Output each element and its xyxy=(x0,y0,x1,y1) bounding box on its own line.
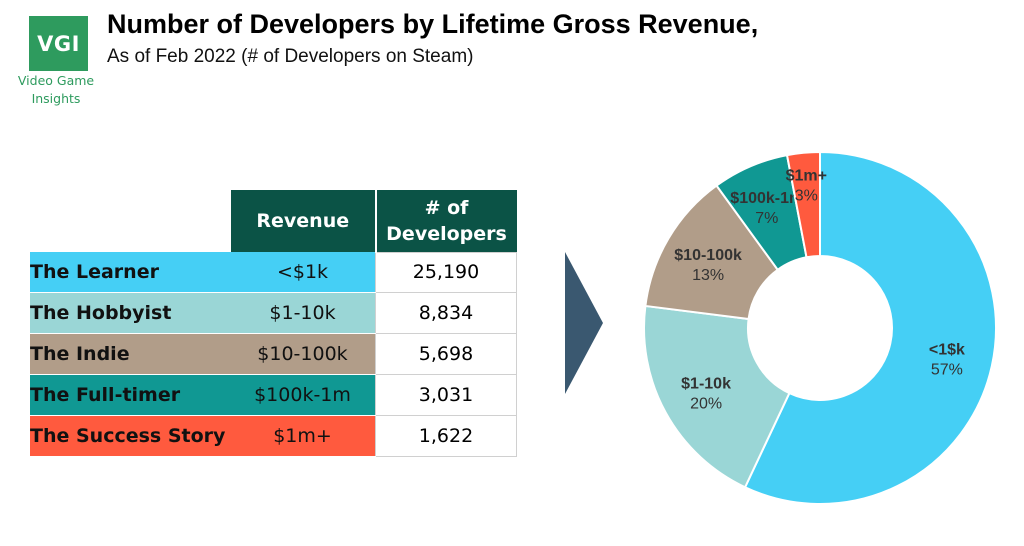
header-empty-cell xyxy=(30,190,230,252)
slice-percent: 3% xyxy=(795,188,818,205)
header-developers-line1: # of xyxy=(424,196,469,219)
table-row: The Hobbyist $1-10k 8,834 xyxy=(30,292,517,334)
header-developers-line2: Developers xyxy=(386,222,507,245)
donut-slice xyxy=(643,304,791,489)
table-row: The Success Story $1m+ 1,622 xyxy=(30,415,517,457)
developer-count: 8,834 xyxy=(375,292,517,334)
developer-count: 3,031 xyxy=(375,374,517,416)
logo-mark: VGI xyxy=(37,31,80,56)
table-row: The Indie $10-100k 5,698 xyxy=(30,333,517,375)
chart-title: Number of Developers by Lifetime Gross R… xyxy=(107,9,759,39)
persona-name: The Success Story xyxy=(30,415,230,457)
revenue-range: $1m+ xyxy=(230,415,376,457)
logo-name-line2: Insights xyxy=(31,91,81,106)
chart-subtitle: As of Feb 2022 (# of Developers on Steam… xyxy=(107,46,474,67)
revenue-range: $10-100k xyxy=(230,333,376,375)
table-row: The Full-timer $100k-1m 3,031 xyxy=(30,374,517,416)
donut-slice xyxy=(743,150,997,505)
chevron-right-icon xyxy=(565,252,603,394)
vgi-logo: VGI xyxy=(29,16,88,71)
revenue-range: $100k-1m xyxy=(230,374,376,416)
table-header-row: Revenue # of Developers xyxy=(30,190,517,252)
slice-label: $10-100k xyxy=(674,247,742,264)
header-revenue: Revenue xyxy=(229,190,376,252)
slice-percent: 13% xyxy=(692,267,724,284)
header-revenue-label: Revenue xyxy=(256,210,350,232)
header-developers: # of Developers xyxy=(374,190,517,252)
developer-count: 5,698 xyxy=(375,333,517,375)
donut-slice xyxy=(644,184,780,321)
revenue-range: <$1k xyxy=(230,252,376,293)
slice-percent: 57% xyxy=(931,361,963,378)
developer-count: 1,622 xyxy=(375,415,517,457)
persona-name: The Hobbyist xyxy=(30,292,230,334)
persona-name: The Full-timer xyxy=(30,374,230,416)
table-row: The Learner <$1k 25,190 xyxy=(30,251,517,293)
logo-wordmark: Video Game Insights xyxy=(8,72,104,108)
developer-count: 25,190 xyxy=(375,251,517,293)
slice-label: <1$k xyxy=(929,341,965,358)
slice-label: $1-10k xyxy=(681,376,731,393)
persona-name: The Learner xyxy=(30,252,230,293)
developer-table: Revenue # of Developers The Learner <$1k 2… xyxy=(30,190,517,457)
donut-slice xyxy=(785,150,821,259)
slice-label: $1m+ xyxy=(786,168,827,185)
revenue-range: $1-10k xyxy=(230,292,376,334)
persona-name: The Indie xyxy=(30,333,230,375)
slice-percent: 20% xyxy=(690,396,722,413)
slice-label: $100k-1m xyxy=(730,190,803,207)
slice-percent: 7% xyxy=(755,210,778,227)
logo-name-line1: Video Game xyxy=(17,73,95,88)
donut-chart: <1$k 57% $1-10k 20% $10-100k 13% $100k-1m 7% $1m… xyxy=(643,150,997,505)
